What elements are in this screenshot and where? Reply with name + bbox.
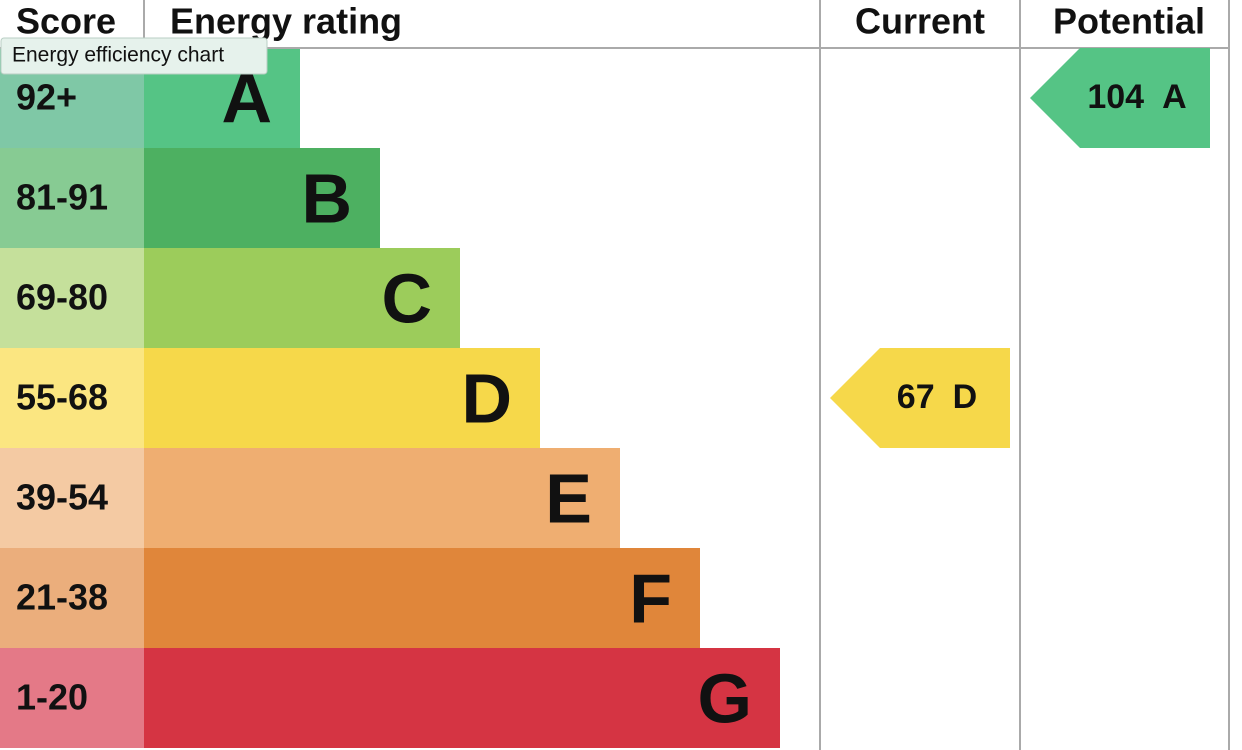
header-score: Score <box>16 1 116 42</box>
score-cell <box>0 448 144 548</box>
rating-bar <box>144 548 700 648</box>
current-value: 67 <box>897 378 935 416</box>
current-arrow <box>830 348 1010 448</box>
rating-bar <box>144 648 780 748</box>
current-letter: D <box>953 378 978 416</box>
header-potential: Potential <box>1053 1 1205 42</box>
rating-letter: F <box>629 559 672 637</box>
rating-bar <box>144 348 540 448</box>
score-range: 81-91 <box>16 177 108 218</box>
score-range: 55-68 <box>16 377 108 418</box>
current-label: 67 D <box>897 378 977 416</box>
score-cell <box>0 648 144 748</box>
tooltip-box <box>0 37 268 75</box>
score-range: 69-80 <box>16 277 108 318</box>
score-range: 39-54 <box>16 477 108 518</box>
potential-letter: A <box>1162 78 1187 116</box>
potential-label: 104 A <box>1087 78 1186 116</box>
rating-bar <box>144 148 380 248</box>
potential-arrow <box>1030 48 1210 148</box>
score-range: 92+ <box>16 77 77 118</box>
rating-bar <box>144 448 620 548</box>
rating-bar <box>144 248 460 348</box>
score-cell <box>0 248 144 348</box>
score-cell <box>0 148 144 248</box>
rating-letter: E <box>545 459 592 537</box>
score-range: 1-20 <box>16 677 88 718</box>
score-cell <box>0 548 144 648</box>
score-cell <box>0 348 144 448</box>
header-current: Current <box>855 1 985 42</box>
rating-letter: G <box>698 659 752 737</box>
rating-letter: D <box>461 359 512 437</box>
tooltip-text: Energy efficiency chart <box>12 44 224 67</box>
rating-letter: C <box>381 259 432 337</box>
potential-value: 104 <box>1087 78 1144 116</box>
score-range: 21-38 <box>16 577 108 618</box>
header-rating: Energy rating <box>170 1 402 42</box>
rating-letter: B <box>301 159 352 237</box>
